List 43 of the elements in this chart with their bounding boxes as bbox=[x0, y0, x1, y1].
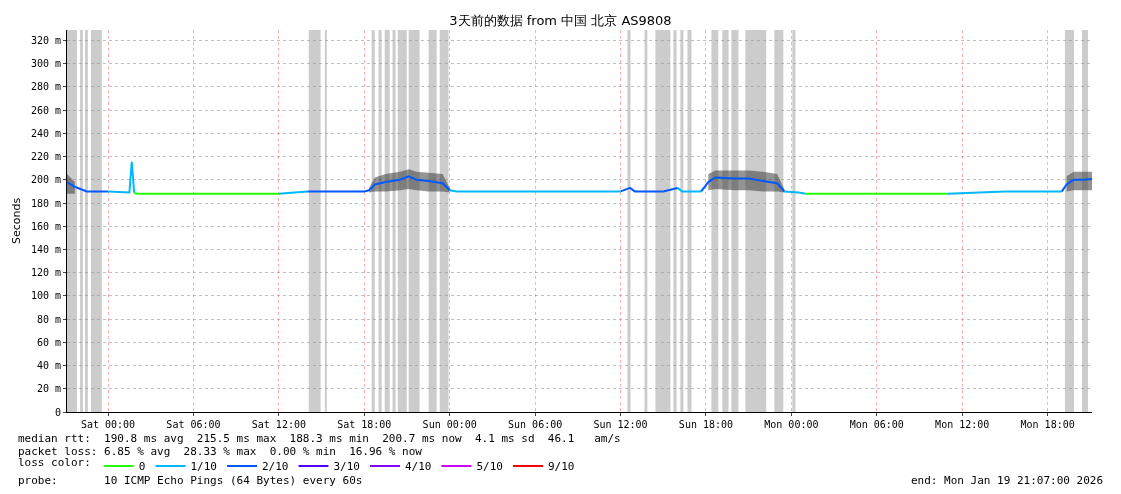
y-tick-label: 20 m bbox=[36, 383, 61, 395]
legend-label: 1/10 bbox=[190, 460, 217, 474]
legend-label: 9/10 bbox=[547, 460, 575, 474]
text: median rtt: 190.8 ms avg 215.5 ms max 188.3 ms min 200.7 ms now 4.1 ms sd 46.1 am/s bbox=[18, 432, 621, 445]
y-tick-label: 300 m bbox=[30, 58, 61, 70]
x-tick-label: Mon 12:00 bbox=[935, 419, 990, 430]
y-tick-label: 280 m bbox=[30, 81, 61, 93]
y-tick-label: 320 m bbox=[30, 34, 61, 46]
legend-label: 0 bbox=[138, 460, 146, 474]
legend-label: 3/10 bbox=[333, 460, 360, 474]
legend-label: 5/10 bbox=[476, 460, 503, 474]
text: end: Mon Jan 19 21:07:00 2026 bbox=[911, 474, 1104, 487]
x-tick-label: Sun 12:00 bbox=[593, 419, 648, 430]
x-tick-label: Mon 18:00 bbox=[1020, 419, 1075, 430]
x-tick-label: Sun 00:00 bbox=[422, 419, 477, 430]
y-tick-label: 260 m bbox=[30, 104, 61, 116]
x-tick-label: Sun 18:00 bbox=[678, 419, 734, 430]
y-tick-label: 120 m bbox=[30, 267, 61, 279]
y-tick-label: 100 m bbox=[30, 290, 61, 302]
x-tick-label: Sun 06:00 bbox=[508, 419, 563, 430]
x-tick-label: Sat 18:00 bbox=[337, 419, 392, 430]
legend-title: loss color: bbox=[18, 455, 91, 469]
text: packet loss: 6.85 % avg 28.33 % max 0.00 % min 16.96 % now bbox=[18, 445, 423, 458]
x-tick-label: Sat 06:00 bbox=[166, 419, 221, 430]
y-tick-label: 200 m bbox=[30, 174, 61, 186]
y-tick-label: 160 m bbox=[30, 220, 61, 232]
y-tick-label: 40 m bbox=[36, 360, 61, 372]
x-tick-label: Mon 06:00 bbox=[849, 419, 904, 430]
legend-label: 2/10 bbox=[261, 460, 289, 474]
x-tick-label: Sat 00:00 bbox=[80, 419, 136, 430]
y-tick-label: 0 bbox=[54, 406, 61, 418]
y-tick-label: 220 m bbox=[30, 151, 61, 163]
x-tick-label: Mon 00:00 bbox=[764, 419, 819, 430]
y-tick-label: 80 m bbox=[36, 313, 61, 325]
y-tick-label: 180 m bbox=[30, 197, 61, 209]
chart-title: 3天前的数据 from 中国 北京 AS9808 bbox=[449, 12, 672, 28]
x-tick-label: Sat 12:00 bbox=[251, 419, 306, 430]
y-tick-label: 60 m bbox=[36, 336, 61, 348]
legend-label: 4/10 bbox=[404, 460, 432, 474]
y-axis-title: Seconds bbox=[9, 197, 23, 245]
y-tick-label: 140 m bbox=[30, 243, 61, 255]
y-tick-label: 240 m bbox=[30, 127, 61, 139]
text: probe: 10 ICMP Echo Pings (64 Bytes) every 60s bbox=[18, 474, 363, 487]
